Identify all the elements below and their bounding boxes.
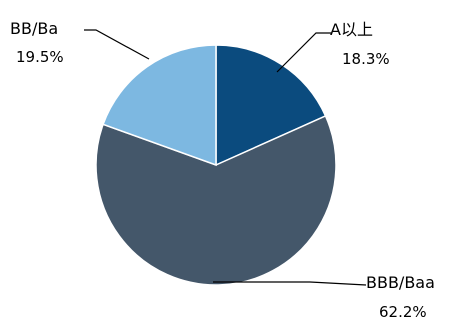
slice-label-bbb: BBB/Baa [366, 273, 435, 292]
slice-a [215, 44, 327, 167]
leader-line-bbb [213, 281, 367, 286]
pie-slices [95, 44, 337, 286]
leader-line-bb [84, 29, 150, 60]
slice-bbb [95, 114, 337, 286]
slice-bb [102, 44, 217, 167]
leader-line-a [276, 32, 331, 73]
slice-percent-a: 18.3% [342, 50, 390, 68]
slice-label-a: A以上 [330, 20, 373, 39]
slice-percent-bbb: 62.2% [379, 303, 427, 321]
slice-percent-bb: 19.5% [16, 48, 64, 66]
slice-label-bb: BB/Ba [10, 19, 58, 38]
